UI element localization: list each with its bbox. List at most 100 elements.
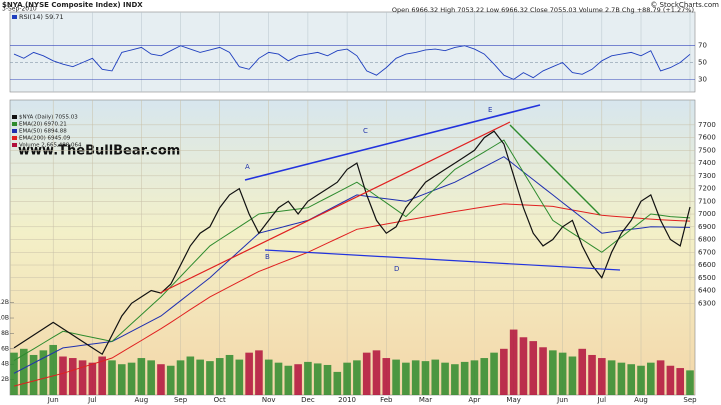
- volume-bar: [686, 370, 694, 395]
- source: © StockCharts.com: [650, 1, 719, 9]
- x-tick-label: Mar: [419, 396, 432, 404]
- ema-line: [13, 156, 691, 374]
- watermark: www.TheBullBear.com: [18, 144, 180, 159]
- volume-bar: [264, 359, 273, 395]
- rsi-tick-label: 30: [698, 75, 707, 83]
- x-tick-label: Jun: [47, 396, 59, 404]
- volume-tick-label: 12B: [0, 299, 9, 306]
- volume-bar: [441, 362, 449, 395]
- volume-tick-label: 2B: [1, 376, 9, 383]
- volume-bar: [588, 354, 596, 395]
- x-tick-label: May: [506, 396, 520, 404]
- legend-label: EMA(200) 6945.09: [19, 136, 71, 142]
- x-tick-label: Apr: [468, 396, 480, 404]
- x-tick-label: Oct: [214, 396, 226, 404]
- volume-tick-label: 8B: [1, 330, 9, 337]
- legend-swatch: [12, 115, 17, 119]
- x-tick-label: Sep: [683, 396, 697, 404]
- volume-bar: [39, 350, 48, 395]
- trendline: [244, 104, 541, 181]
- volume-bar: [411, 360, 420, 395]
- volume-tick-label: 6B: [1, 345, 9, 352]
- volume-bar: [578, 348, 587, 395]
- volume-bar: [509, 329, 518, 395]
- volume-bar: [274, 362, 283, 395]
- volume-bar: [98, 356, 106, 395]
- y-tick-label: 7500: [698, 146, 716, 154]
- volume-bar: [598, 358, 606, 395]
- volume-bar: [323, 364, 332, 395]
- volume-bar: [490, 352, 498, 395]
- volume-bar: [235, 359, 244, 395]
- trendline: [159, 121, 511, 294]
- rsi-panel: [9, 11, 696, 93]
- volume-bar: [392, 359, 400, 395]
- volume-bar: [647, 362, 655, 395]
- volume-bar: [68, 358, 77, 395]
- volume-bar: [617, 362, 626, 395]
- x-tick-label: 2010: [338, 396, 356, 404]
- volume-bar: [460, 361, 469, 395]
- y-tick-label: 7600: [698, 134, 716, 142]
- volume-bar: [147, 360, 155, 395]
- y-tick-label: 6500: [698, 274, 716, 282]
- y-tick-label: 7200: [698, 185, 716, 193]
- volume-bar: [10, 352, 18, 395]
- legend-label: Volume 2,665,488,064: [19, 143, 82, 149]
- x-tick-label: Jul: [87, 396, 97, 404]
- x-tick-label: Jul: [597, 396, 607, 404]
- volume-bar: [215, 358, 224, 395]
- x-tick-label: Sep: [174, 396, 188, 404]
- volume-bar: [362, 352, 371, 395]
- volume-bar: [333, 371, 342, 395]
- volume-bar: [157, 364, 165, 395]
- volume-tick-label: 4B: [1, 361, 9, 368]
- y-tick-label: 7300: [698, 172, 716, 180]
- line-layer: [13, 45, 691, 387]
- volume-bar: [480, 358, 489, 395]
- volume-bar: [313, 363, 322, 395]
- volume-bar: [78, 360, 87, 395]
- volume-bar: [137, 358, 146, 395]
- volume-bar: [245, 352, 253, 395]
- y-tick-label: 7000: [698, 210, 716, 218]
- volume-bar: [637, 365, 645, 395]
- legend-swatch: [12, 122, 17, 126]
- legend-label: $NYA (Daily) 7055.03: [19, 115, 78, 121]
- volume-bar: [451, 364, 459, 395]
- legend-label: RSI(14) 59.71: [19, 13, 64, 21]
- volume-bar: [558, 352, 567, 395]
- volume-bar: [666, 365, 675, 395]
- volume-bar: [539, 347, 547, 395]
- x-tick-label: Nov: [262, 396, 276, 404]
- volume-bar: [196, 359, 204, 395]
- legend-swatch: [12, 143, 17, 147]
- volume-bar: [59, 356, 67, 395]
- volume-bar: [304, 361, 312, 395]
- y-tick-label: 6900: [698, 223, 716, 231]
- volume-bar: [421, 361, 430, 395]
- volume-bar: [656, 360, 665, 395]
- y-tick-label: 7400: [698, 159, 716, 167]
- volume-bar: [166, 365, 175, 395]
- volume-bar: [519, 337, 528, 395]
- grid: [10, 12, 695, 395]
- y-tick-label: 6700: [698, 248, 716, 256]
- y-tick-label: 7700: [698, 121, 716, 129]
- y-tick-label: 7100: [698, 197, 716, 205]
- y-tick-label: 6300: [698, 299, 716, 307]
- chart-title: $NYA (NYSE Composite Index) INDX: [2, 1, 143, 9]
- y-tick-label: 6400: [698, 287, 716, 295]
- volume-bar: [284, 365, 293, 395]
- rsi-tick-label: 70: [698, 42, 707, 50]
- quote: Open 6966.32 High 7053.22 Low 6966.32 Cl…: [392, 6, 694, 14]
- volume-bar: [382, 358, 391, 395]
- volume-bar: [676, 368, 685, 395]
- y-tick-label: 6600: [698, 261, 716, 269]
- volume-bar: [225, 354, 234, 395]
- x-tick-label: Aug: [634, 396, 648, 404]
- volume-bar: [372, 350, 381, 395]
- volume-bar: [500, 348, 508, 395]
- legend-swatch: [12, 15, 17, 19]
